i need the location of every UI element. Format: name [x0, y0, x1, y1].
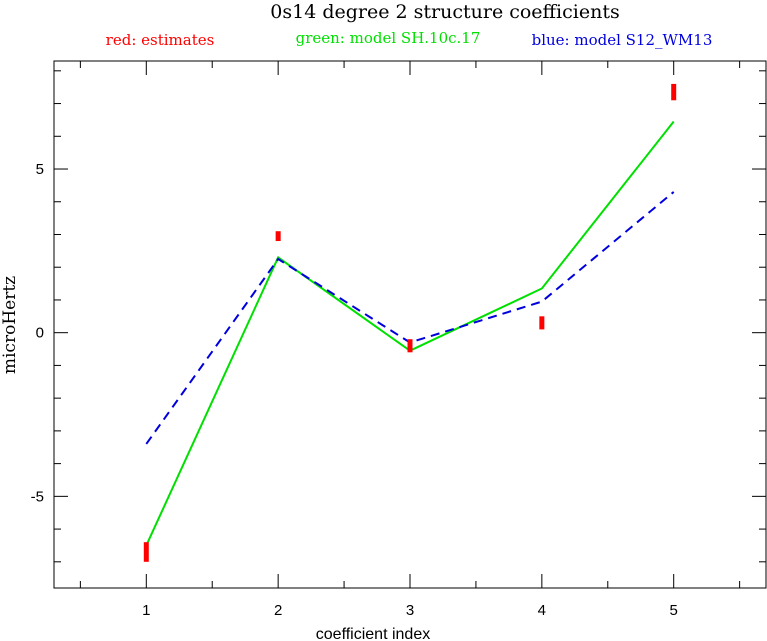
estimate-bar — [143, 542, 149, 562]
chart-title: 0s14 degree 2 structure coefficients — [270, 1, 619, 23]
x-tick-label: 2 — [274, 602, 282, 619]
x-axis-label: coefficient index — [316, 626, 430, 641]
model-lines — [145, 120, 675, 546]
axis-ticks — [54, 61, 766, 588]
y-tick-label: 0 — [36, 325, 44, 342]
x-tick-label: 3 — [406, 602, 414, 619]
legend-estimates: red: estimates — [106, 31, 215, 49]
x-tick-label: 5 — [670, 602, 678, 619]
estimate-bar — [407, 339, 413, 353]
legend-model-s12wm13: blue: model S12_WM13 — [532, 31, 713, 49]
x-tick-label: 4 — [538, 602, 546, 619]
estimate-bar — [275, 231, 281, 242]
estimate-bar — [539, 316, 545, 330]
y-tick-label: 5 — [36, 161, 44, 178]
x-tick-label: 1 — [142, 602, 150, 619]
y-tick-label: -5 — [31, 488, 44, 505]
axis-tick-labels: 1 2 3 4 5 5 0 -5 — [31, 161, 678, 619]
estimate-bars — [143, 83, 677, 562]
y-axis-label: microHertz — [0, 276, 20, 374]
estimate-bar — [671, 83, 677, 101]
legend-model-sh10c17: green: model SH.10c.17 — [296, 29, 481, 47]
series-line-s12wm13 — [145, 191, 675, 445]
